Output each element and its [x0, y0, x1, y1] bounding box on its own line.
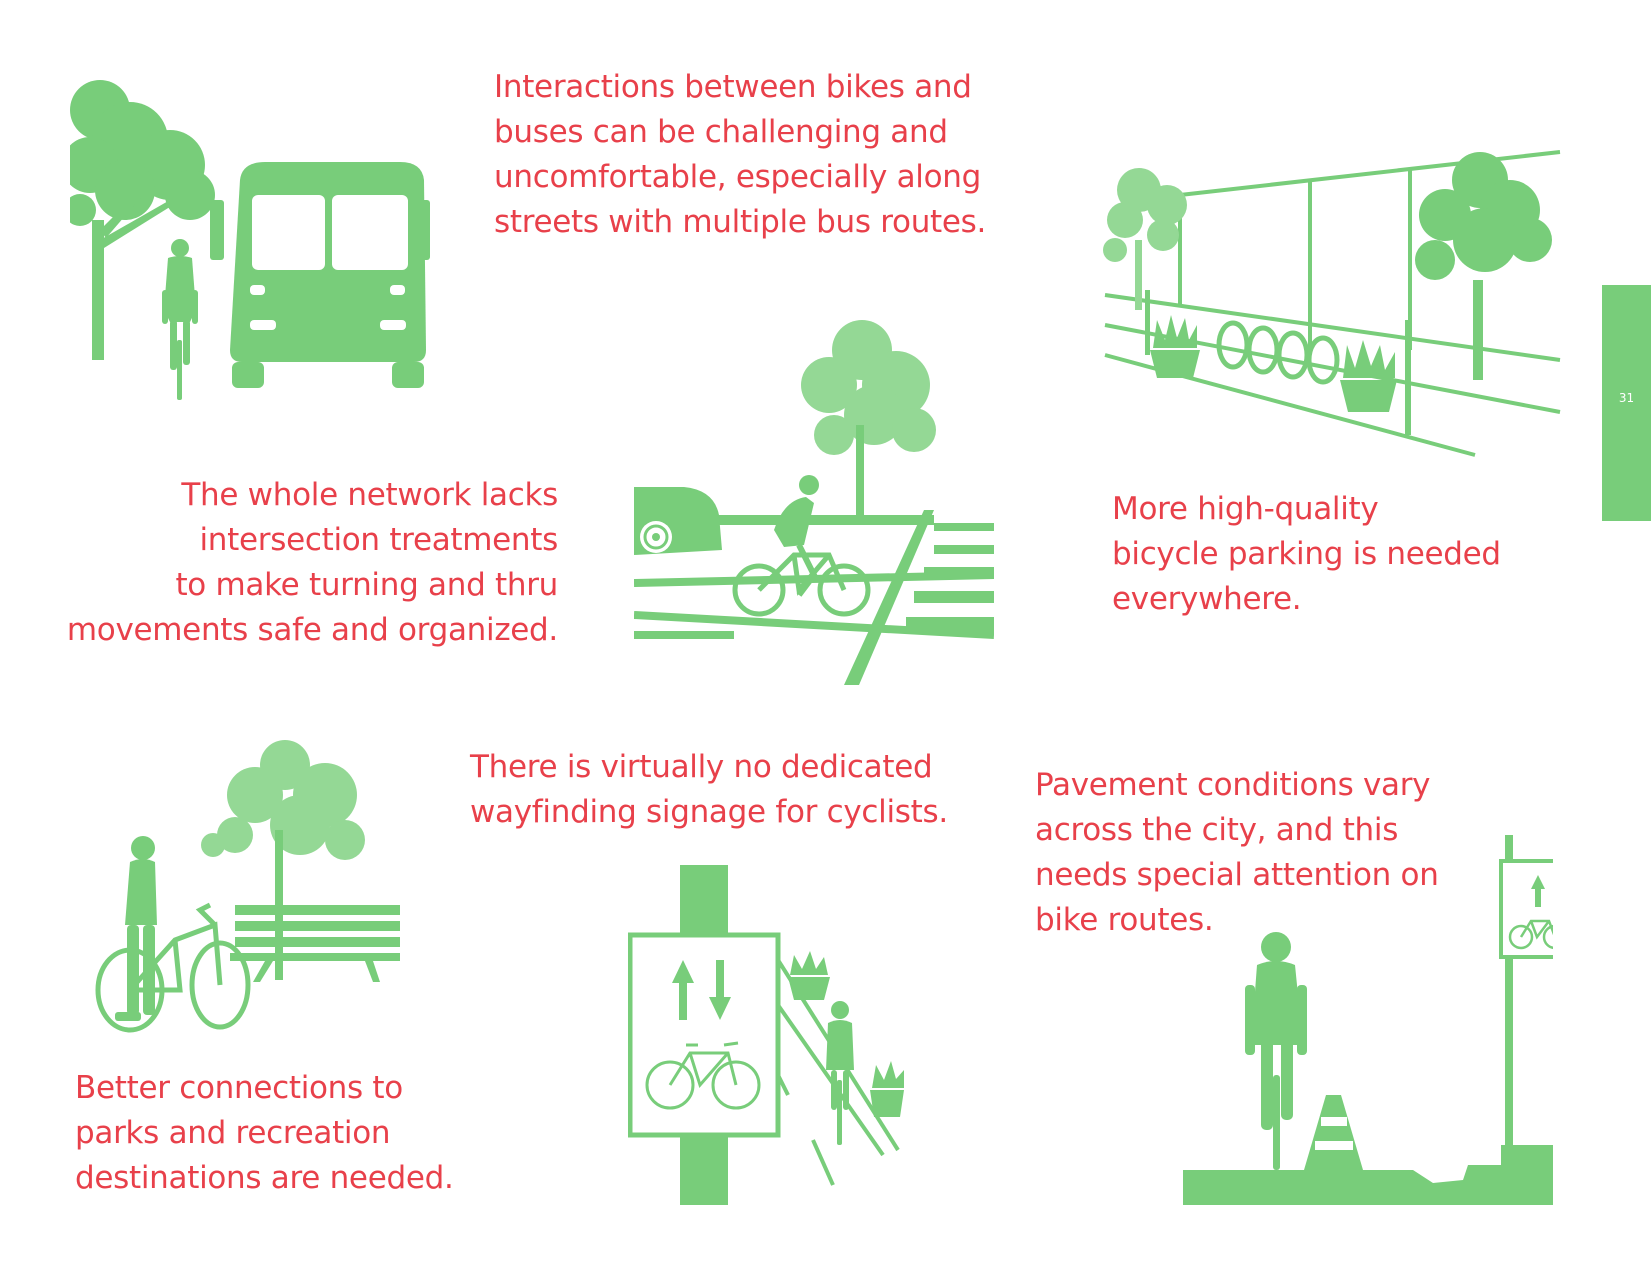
sign-icon	[1499, 859, 1553, 959]
bike-parking-illustration	[1103, 150, 1561, 457]
cyclist-icon	[1245, 932, 1307, 1170]
wayfinding-illustration	[628, 865, 904, 1205]
parks-illustration	[95, 740, 400, 1033]
pavement-illustration	[1183, 835, 1553, 1205]
page-number: 31	[1618, 391, 1635, 405]
parks-caption: Better connections to parks and recreati…	[75, 1070, 454, 1196]
bikes-buses-caption: Interactions between bikes and buses can…	[494, 69, 987, 240]
cyclist-icon	[162, 239, 198, 400]
sign-icon	[628, 932, 781, 1138]
bench-icon	[230, 905, 400, 982]
cyclist-icon	[115, 836, 157, 1021]
bicycle-icon	[1508, 919, 1553, 950]
planter-icon	[1150, 315, 1200, 378]
bike-bus-illustration	[70, 80, 430, 400]
car-icon	[634, 487, 722, 555]
wayfinding-caption: There is virtually no dedicated wayfindi…	[470, 749, 948, 830]
planter-icon	[870, 1061, 904, 1117]
parking-caption: More high-quality bicycle parking is nee…	[1112, 491, 1501, 617]
page-tab: 31	[1602, 285, 1651, 521]
bicycle-icon	[95, 902, 251, 1033]
pavement-caption: Pavement conditions vary across the city…	[1035, 767, 1439, 938]
intersections-caption: The whole network lacks intersection tre…	[66, 477, 558, 648]
bike-rack-icon	[1216, 320, 1340, 385]
bicycle-icon	[645, 1041, 761, 1110]
traffic-cone-icon	[1304, 1095, 1363, 1170]
tree-icon	[70, 80, 215, 360]
cyclist-icon	[826, 1001, 854, 1145]
cyclist-icon	[732, 475, 871, 617]
intersection-illustration	[634, 320, 994, 685]
crosswalk-icon	[714, 510, 994, 685]
planter-icon	[1340, 340, 1397, 412]
tree-icon	[1415, 152, 1552, 380]
planter-icon	[788, 951, 830, 1000]
